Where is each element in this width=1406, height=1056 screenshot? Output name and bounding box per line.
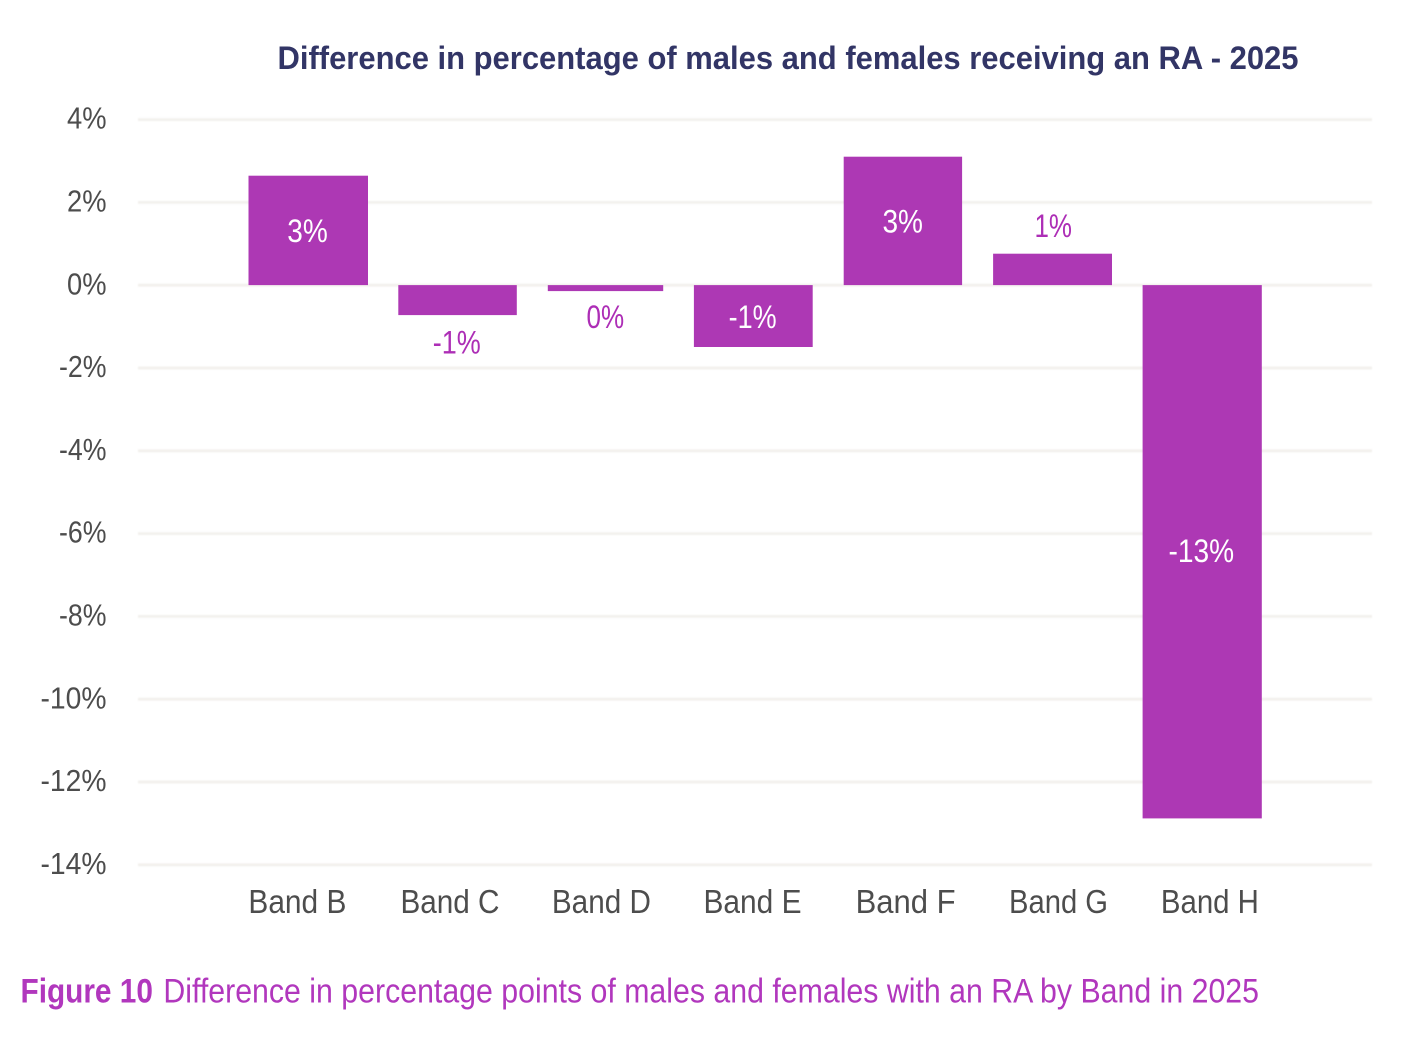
svg-text:-4%: -4%	[59, 432, 107, 467]
svg-text:Difference in percentage of ma: Difference in percentage of males and fe…	[278, 40, 1299, 76]
svg-text:-2%: -2%	[59, 349, 107, 384]
svg-text:Difference in percentage point: Difference in percentage points of males…	[163, 972, 1259, 1010]
svg-text:Band H: Band H	[1161, 883, 1259, 920]
svg-text:-13%: -13%	[1169, 533, 1235, 569]
svg-text:0%: 0%	[587, 299, 625, 335]
svg-text:-6%: -6%	[59, 515, 107, 550]
svg-text:-14%: -14%	[41, 846, 107, 881]
svg-text:-8%: -8%	[59, 598, 107, 633]
svg-text:-10%: -10%	[41, 680, 107, 715]
svg-text:1%: 1%	[1034, 208, 1072, 244]
svg-text:Band D: Band D	[552, 883, 651, 920]
svg-text:3%: 3%	[287, 213, 328, 249]
svg-text:Band C: Band C	[401, 883, 500, 920]
svg-text:Band B: Band B	[248, 883, 346, 920]
svg-text:3%: 3%	[882, 203, 923, 239]
svg-text:-1%: -1%	[433, 325, 481, 361]
svg-text:2%: 2%	[67, 184, 107, 219]
svg-text:-12%: -12%	[41, 763, 107, 798]
svg-text:0%: 0%	[67, 266, 107, 301]
svg-text:-1%: -1%	[729, 299, 777, 335]
svg-text:Band F: Band F	[856, 883, 956, 920]
svg-text:4%: 4%	[67, 101, 107, 136]
svg-text:Figure 10: Figure 10	[21, 972, 153, 1010]
svg-text:Band G: Band G	[1009, 883, 1108, 920]
svg-text:Band E: Band E	[704, 883, 802, 920]
